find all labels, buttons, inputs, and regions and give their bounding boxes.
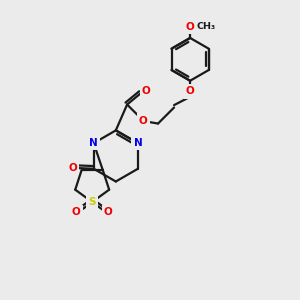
Text: O: O bbox=[186, 86, 194, 96]
Text: S: S bbox=[88, 197, 96, 207]
Text: O: O bbox=[72, 207, 80, 217]
Text: O: O bbox=[186, 22, 194, 32]
Text: O: O bbox=[104, 207, 112, 217]
Text: CH₃: CH₃ bbox=[197, 22, 216, 31]
Text: N: N bbox=[134, 138, 142, 148]
Text: N: N bbox=[89, 138, 98, 148]
Text: O: O bbox=[68, 163, 77, 173]
Text: O: O bbox=[139, 116, 148, 126]
Text: O: O bbox=[142, 86, 151, 96]
